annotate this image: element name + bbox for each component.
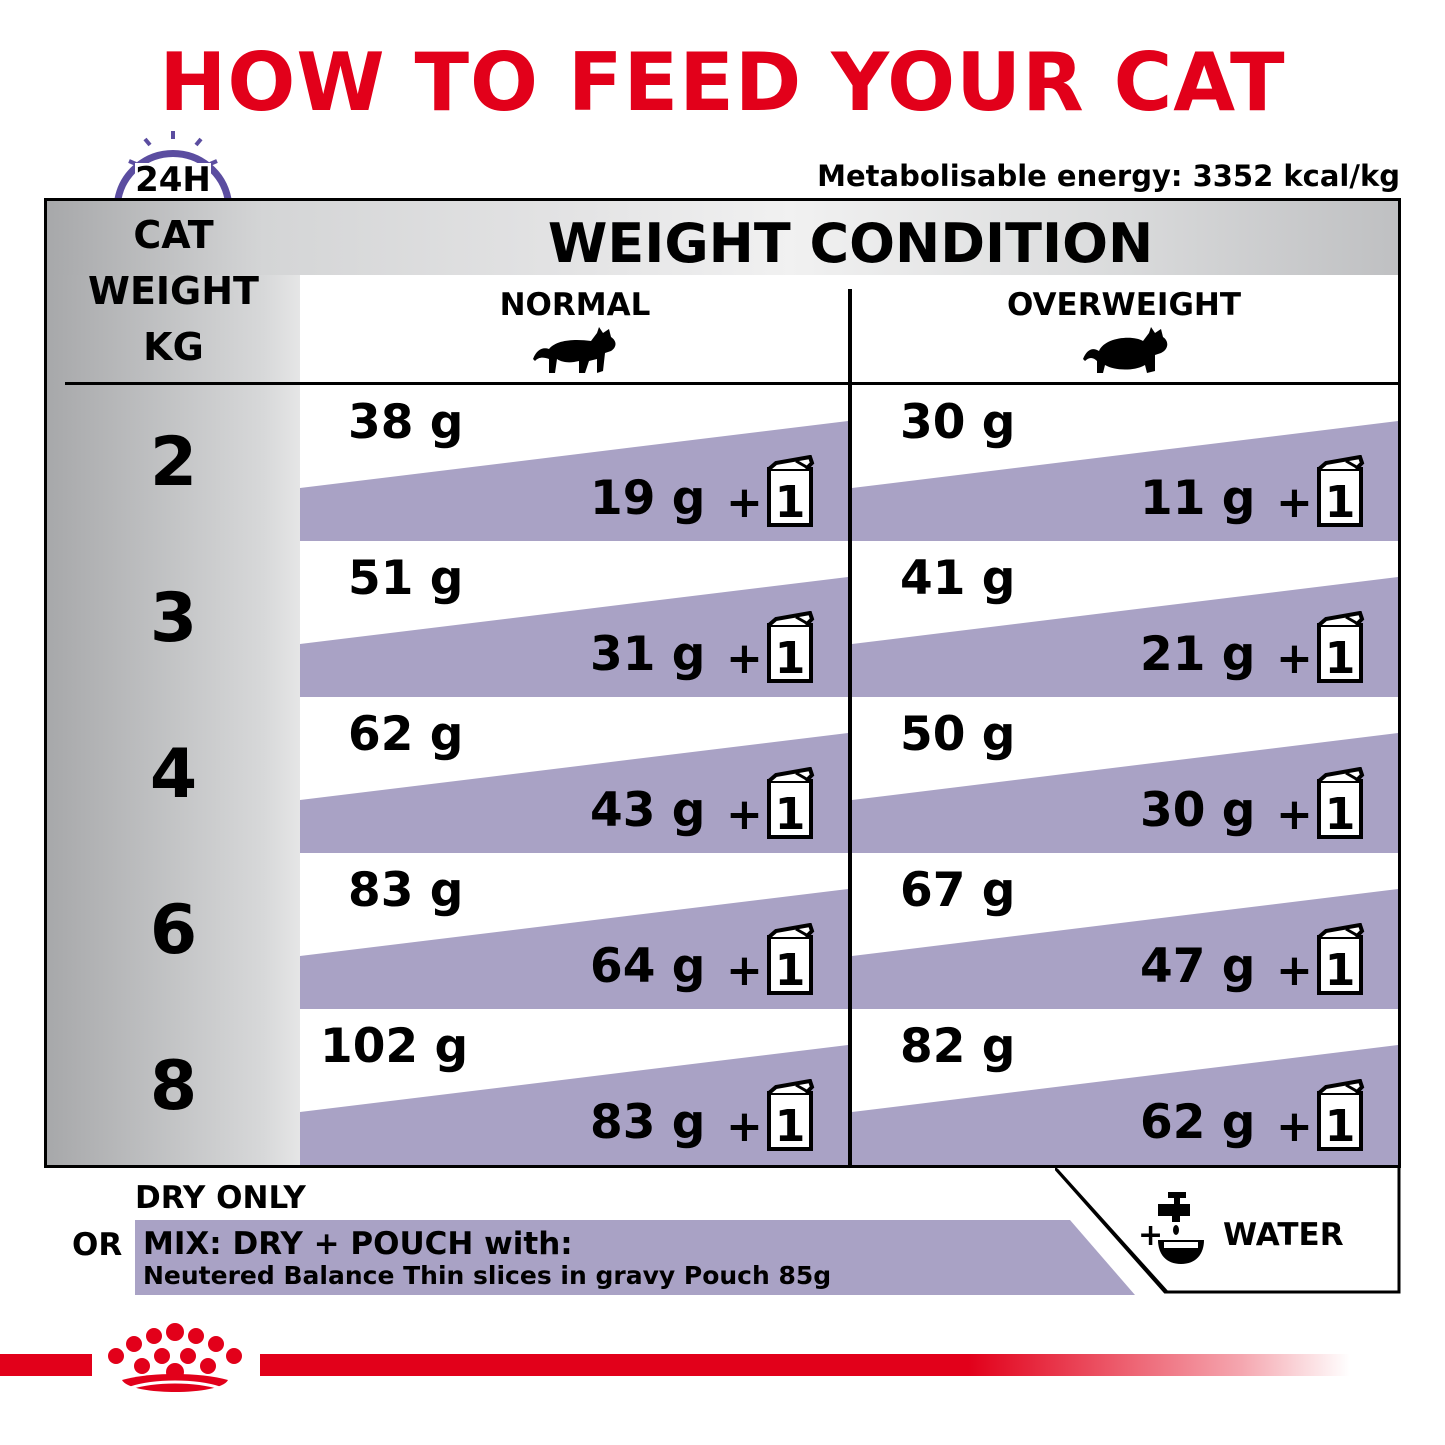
pouch-count: 1 — [1325, 633, 1356, 683]
water-tap-bowl-icon — [1158, 1192, 1204, 1264]
clock-24h-icon: 24H — [114, 131, 232, 200]
pouch-icon: 1 — [767, 923, 815, 995]
legend-water: WATER — [1223, 1217, 1344, 1253]
legend-mix-line1: MIX: DRY + POUCH with: — [143, 1226, 573, 1262]
mix-dry-amount: 31 g — [590, 627, 706, 682]
pouch-icon: 1 — [767, 611, 815, 683]
table-cell-normal — [300, 385, 848, 541]
mix-dry-amount: 30 g — [1140, 783, 1256, 838]
header-rule — [65, 382, 1398, 385]
dry-only-amount: 41 g — [900, 551, 1016, 606]
legend-or: OR — [72, 1227, 123, 1263]
table-cell-overweight — [852, 1009, 1398, 1165]
legend-mix-line2: Neutered Balance Thin slices in gravy Po… — [143, 1261, 832, 1290]
clock-label: 24H — [135, 160, 211, 200]
pouch-icon: 1 — [1317, 611, 1365, 683]
mix-dry-amount: 19 g — [590, 471, 706, 526]
plus-sign: + — [726, 789, 763, 840]
mix-dry-amount: 62 g — [1140, 1095, 1256, 1150]
water-box — [1055, 1168, 1401, 1294]
column-header-normal: NORMAL — [499, 287, 651, 323]
pouch-icon: 1 — [767, 767, 815, 839]
plus-sign: + — [1276, 945, 1313, 996]
pouch-count: 1 — [775, 633, 806, 683]
table-cell-normal — [300, 853, 848, 1009]
dry-only-amount: 62 g — [348, 707, 464, 762]
cat-normal-icon — [533, 327, 616, 373]
dry-only-amount: 83 g — [348, 863, 464, 918]
pouch-count: 1 — [775, 1101, 806, 1151]
feeding-table: WEIGHT CONDITION CAT WEIGHT KG NORMAL OV… — [44, 198, 1401, 1168]
pouch-count: 1 — [775, 945, 806, 995]
pouch-count: 1 — [1325, 477, 1356, 527]
pouch-count: 1 — [1325, 945, 1356, 995]
cat-weight-header-line: CAT — [133, 213, 214, 257]
royal-canin-crown-logo — [108, 1323, 242, 1392]
legend-dry-only: DRY ONLY — [135, 1180, 306, 1216]
cat-weight-value: 4 — [149, 735, 198, 814]
column-header-overweight: OVERWEIGHT — [1007, 287, 1241, 323]
cat-weight-value: 6 — [149, 891, 198, 970]
cat-weight-header-line: KG — [143, 325, 204, 369]
dry-only-amount: 67 g — [900, 863, 1016, 918]
footer-bar-right — [260, 1354, 1350, 1376]
table-cell-overweight — [852, 853, 1398, 1009]
plus-sign: + — [726, 477, 763, 528]
table-cell-overweight — [852, 541, 1398, 697]
mix-dry-amount: 47 g — [1140, 939, 1256, 994]
plus-sign: + — [726, 945, 763, 996]
dry-only-amount: 51 g — [348, 551, 464, 606]
cat-weight-value: 3 — [149, 579, 198, 658]
header-band — [47, 201, 1398, 275]
mix-dry-amount: 83 g — [590, 1095, 706, 1150]
table-cell-normal — [300, 697, 848, 853]
pouch-icon: 1 — [1317, 923, 1365, 995]
table-cell-overweight — [852, 385, 1398, 541]
cat-weight-header-line: WEIGHT — [88, 269, 259, 313]
cat-weight-header: CAT WEIGHT KG — [47, 207, 300, 375]
pouch-icon: 1 — [767, 1079, 815, 1151]
mix-dry-amount: 43 g — [590, 783, 706, 838]
cat-overweight-icon — [1083, 327, 1168, 373]
plus-sign: + — [1276, 1101, 1313, 1152]
plus-sign: + — [1276, 789, 1313, 840]
metabolisable-energy: Metabolisable energy: 3352 kcal/kg — [817, 159, 1400, 193]
pouch-count: 1 — [775, 477, 806, 527]
pouch-count: 1 — [1325, 789, 1356, 839]
table-cell-normal — [300, 1009, 848, 1165]
pouch-icon: 1 — [1317, 767, 1365, 839]
dry-only-amount: 30 g — [900, 395, 1016, 450]
plus-sign: + — [1276, 633, 1313, 684]
cat-weight-value: 2 — [149, 423, 198, 502]
legend-mix-band — [135, 1220, 1135, 1295]
plus-sign: + — [726, 1101, 763, 1152]
mix-dry-amount: 64 g — [590, 939, 706, 994]
dry-only-amount: 50 g — [900, 707, 1016, 762]
dry-only-amount: 102 g — [320, 1019, 469, 1074]
plus-sign: + — [1276, 477, 1313, 528]
column-divider — [848, 289, 852, 1165]
mix-dry-amount: 11 g — [1140, 471, 1256, 526]
weight-condition-header: WEIGHT CONDITION — [547, 212, 1154, 275]
table-cell-normal — [300, 541, 848, 697]
mix-dry-amount: 21 g — [1140, 627, 1256, 682]
pouch-icon: 1 — [767, 455, 815, 527]
table-cell-overweight — [852, 697, 1398, 853]
pouch-icon: 1 — [1317, 455, 1365, 527]
cat-weight-value: 8 — [149, 1047, 198, 1126]
pouch-icon: 1 — [1317, 1079, 1365, 1151]
pouch-count: 1 — [775, 789, 806, 839]
dry-only-amount: 38 g — [348, 395, 464, 450]
pouch-count: 1 — [1325, 1101, 1356, 1151]
dry-only-amount: 82 g — [900, 1019, 1016, 1074]
footer-bar-left — [0, 1354, 92, 1376]
plus-sign: + — [726, 633, 763, 684]
page-title: HOW TO FEED YOUR CAT — [159, 36, 1286, 129]
